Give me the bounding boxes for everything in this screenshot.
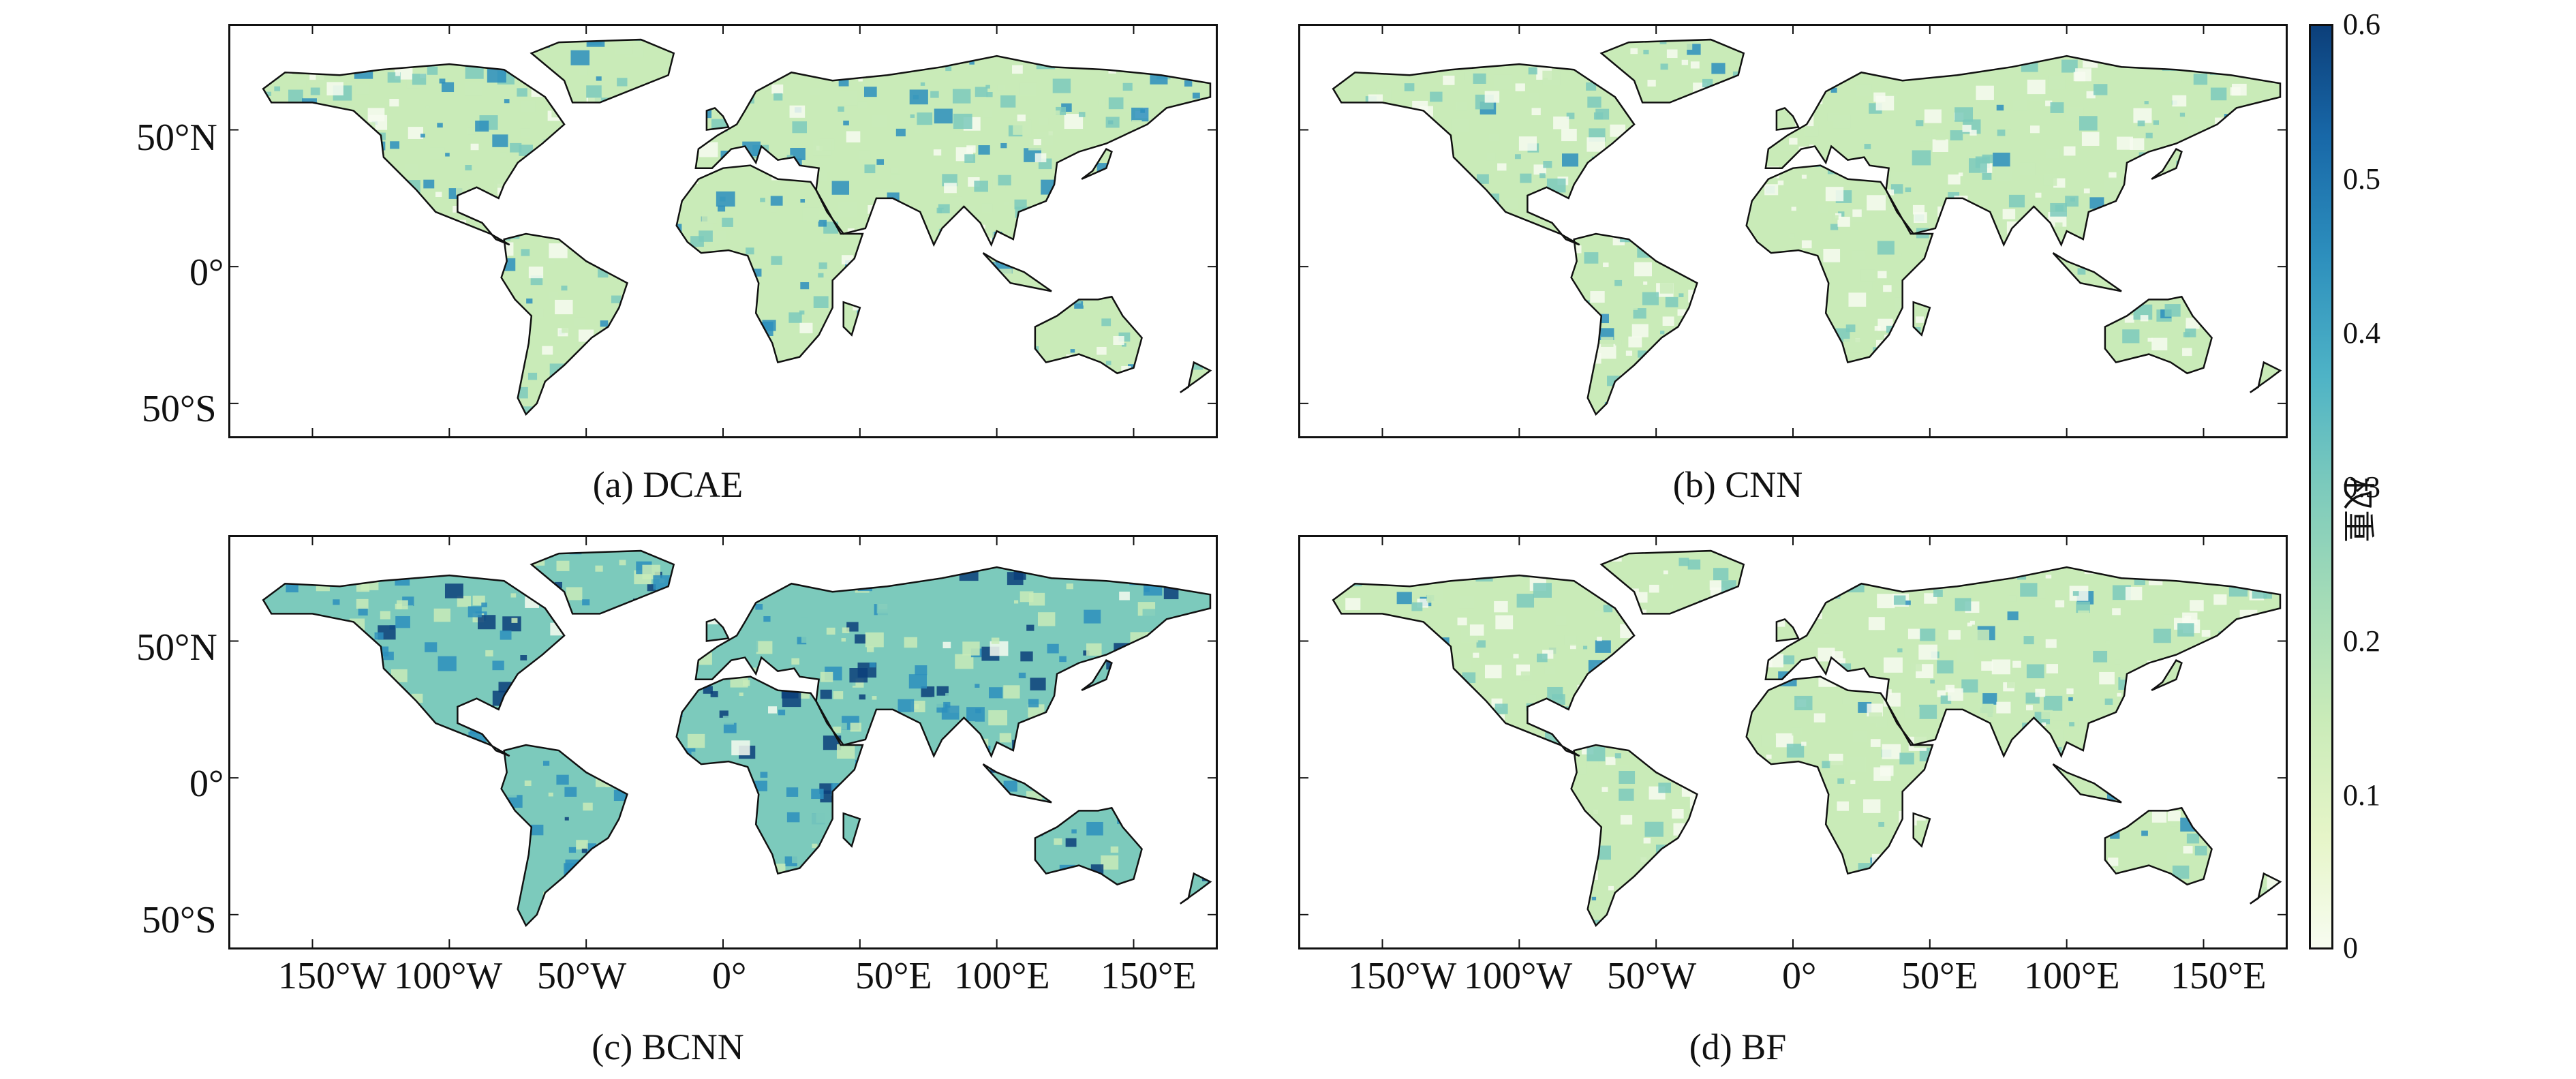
lat-tick-50n-top: 50°N (136, 117, 217, 159)
coastline-north-america (1332, 574, 1636, 757)
lon-tick-50e-c: 50°E (855, 955, 932, 997)
map-panel-bf (1298, 535, 2288, 949)
coastline-greenland (1599, 549, 1745, 615)
coastline-north-america (262, 63, 566, 246)
caption-bf: (d) BF (1689, 1027, 1787, 1067)
coastline-indonesia (2052, 763, 2122, 804)
coastline-north-america (1332, 63, 1636, 246)
map-svg (1300, 26, 2286, 436)
lon-tick-50e-d: 50°E (1901, 955, 1978, 997)
lon-tick-0-c: 0° (712, 955, 747, 997)
map-svg (230, 537, 1216, 947)
coastline-australia (1034, 295, 1143, 375)
colorbar-tick-0.1: 0.1 (2343, 778, 2380, 812)
coastline-australia (2104, 806, 2213, 886)
coastline-africa (675, 164, 864, 364)
coastline-uk (705, 618, 730, 642)
caption-dcae: (a) DCAE (592, 464, 743, 505)
coastline-africa (675, 675, 864, 875)
coastline-eurasia (694, 566, 1212, 759)
coastline-uk (1775, 618, 1800, 642)
lat-tick-50n-bottom: 50°N (136, 626, 217, 669)
map-panel-cnn (1298, 24, 2288, 438)
coastline-madagascar (842, 812, 861, 848)
coastline-eurasia (694, 55, 1212, 247)
lat-tick-50s-bottom: 50°S (142, 899, 217, 941)
coastline-japan (2151, 147, 2183, 180)
coastline-australia (2104, 295, 2213, 375)
map-panel-dcae (228, 24, 1218, 438)
coastline-indonesia (982, 252, 1052, 292)
coastline-indonesia (2052, 252, 2122, 292)
coastline-north-america (262, 574, 566, 757)
lon-tick-50w-c: 50°W (537, 955, 627, 997)
coastline-uk (1775, 106, 1800, 131)
coastline-south-america (500, 744, 628, 928)
coastline-uk (705, 106, 730, 131)
coastline-japan (2151, 658, 2183, 691)
coastline-madagascar (1912, 301, 1931, 337)
lon-tick-50w-d: 50°W (1607, 955, 1697, 997)
colorbar (2309, 24, 2333, 949)
map-svg (1300, 537, 2286, 947)
coastline-australia (1034, 806, 1143, 886)
colorbar-tick-0: 0 (2343, 931, 2358, 964)
coastline-new-zealand (2250, 361, 2282, 393)
lon-tick-150w-c: 150°W (278, 955, 387, 997)
map-svg (230, 26, 1216, 436)
coastline-eurasia (1764, 55, 2282, 247)
coastline-south-america (1570, 744, 1698, 928)
lon-tick-150w-d: 150°W (1348, 955, 1457, 997)
lon-tick-100w-c: 100°W (394, 955, 503, 997)
coastline-eurasia (1764, 566, 2282, 759)
lon-tick-100e-d: 100°E (2024, 955, 2120, 997)
caption-bcnn: (c) BCNN (592, 1027, 744, 1067)
lat-tick-50s-top: 50°S (142, 388, 217, 430)
lon-tick-150e-d: 150°E (2171, 955, 2267, 997)
colorbar-title: 权重 (2339, 477, 2377, 543)
caption-cnn: (b) CNN (1672, 464, 1803, 505)
coastline-new-zealand (1180, 361, 1212, 393)
colorbar-tick-0.5: 0.5 (2343, 162, 2380, 196)
coastline-africa (1745, 675, 1934, 875)
lon-tick-0-d: 0° (1782, 955, 1817, 997)
lon-tick-100e-c: 100°E (954, 955, 1050, 997)
lat-tick-0-top: 0° (189, 252, 224, 294)
colorbar-tick-0.3: 0.3 (2343, 470, 2380, 504)
coastline-greenland (530, 549, 675, 615)
coastline-japan (1081, 147, 1113, 180)
coastline-madagascar (1912, 812, 1931, 848)
lon-tick-100w-d: 100°W (1464, 955, 1573, 997)
map-panel-bcnn (228, 535, 1218, 949)
coastline-japan (1081, 658, 1113, 691)
colorbar-tick-0.6: 0.6 (2343, 7, 2380, 41)
coastline-south-america (500, 232, 628, 416)
coastline-madagascar (842, 301, 861, 337)
coastline-south-america (1570, 232, 1698, 416)
colorbar-tick-0.4: 0.4 (2343, 316, 2380, 350)
coastline-indonesia (982, 763, 1052, 804)
lon-tick-150e-c: 150°E (1101, 955, 1197, 997)
coastline-new-zealand (1180, 872, 1212, 905)
coastline-greenland (1599, 38, 1745, 104)
coastline-africa (1745, 164, 1934, 364)
colorbar-tick-0.2: 0.2 (2343, 624, 2380, 658)
coastline-greenland (530, 38, 675, 104)
lat-tick-0-bottom: 0° (189, 763, 224, 805)
coastline-new-zealand (2250, 872, 2282, 905)
